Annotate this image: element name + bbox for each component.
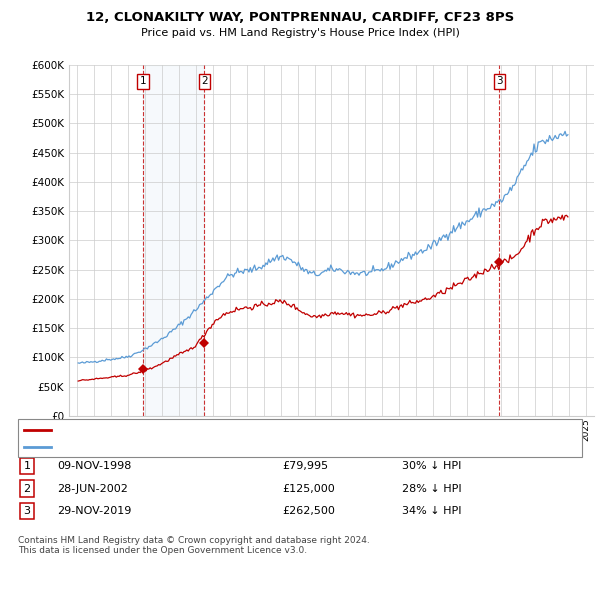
Text: 3: 3 — [23, 506, 31, 516]
Text: Price paid vs. HM Land Registry's House Price Index (HPI): Price paid vs. HM Land Registry's House … — [140, 28, 460, 38]
Text: 3: 3 — [496, 76, 503, 86]
Text: HPI: Average price, detached house, Cardiff: HPI: Average price, detached house, Card… — [57, 441, 270, 451]
Text: 2: 2 — [201, 76, 208, 86]
Text: 1: 1 — [23, 461, 31, 471]
Text: £79,995: £79,995 — [282, 461, 328, 471]
Bar — [143, 65, 205, 416]
Text: 29-NOV-2019: 29-NOV-2019 — [57, 506, 131, 516]
Text: 2: 2 — [23, 484, 31, 493]
Text: 28% ↓ HPI: 28% ↓ HPI — [402, 484, 461, 493]
Text: 30% ↓ HPI: 30% ↓ HPI — [402, 461, 461, 471]
Text: 28-JUN-2002: 28-JUN-2002 — [57, 484, 128, 493]
Text: Contains HM Land Registry data © Crown copyright and database right 2024.
This d: Contains HM Land Registry data © Crown c… — [18, 536, 370, 555]
Text: 34% ↓ HPI: 34% ↓ HPI — [402, 506, 461, 516]
Text: £125,000: £125,000 — [282, 484, 335, 493]
Text: 12, CLONAKILTY WAY, PONTPRENNAU, CARDIFF, CF23 8PS (detached house): 12, CLONAKILTY WAY, PONTPRENNAU, CARDIFF… — [57, 425, 428, 435]
Text: 09-NOV-1998: 09-NOV-1998 — [57, 461, 131, 471]
Text: £262,500: £262,500 — [282, 506, 335, 516]
Text: 12, CLONAKILTY WAY, PONTPRENNAU, CARDIFF, CF23 8PS: 12, CLONAKILTY WAY, PONTPRENNAU, CARDIFF… — [86, 11, 514, 24]
Text: 1: 1 — [140, 76, 146, 86]
